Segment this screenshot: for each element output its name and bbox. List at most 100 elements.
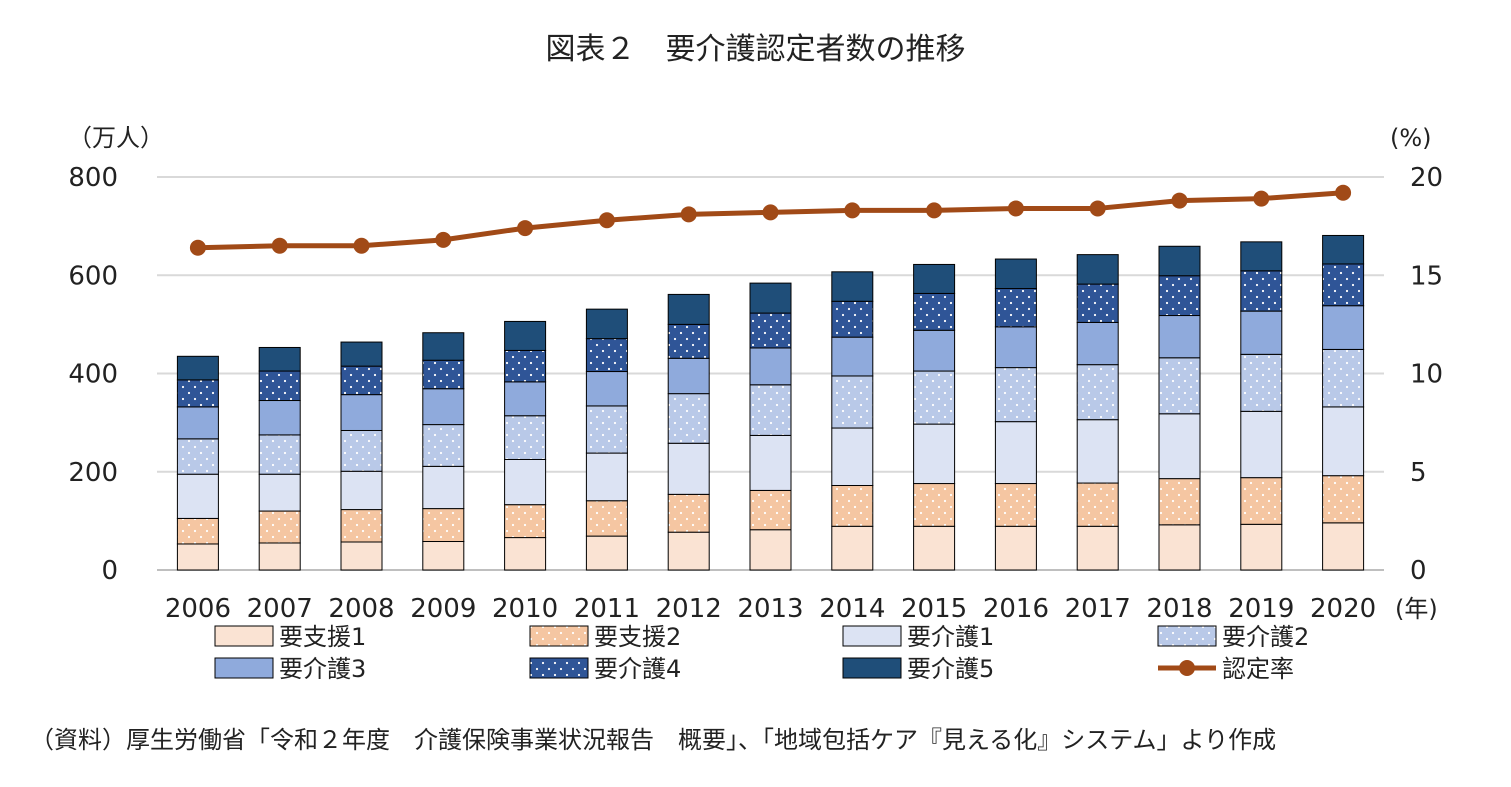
bar-segment bbox=[667, 442, 710, 495]
bar-segment bbox=[504, 349, 547, 383]
bar-segment bbox=[913, 483, 956, 527]
legend-item: 要介護1 bbox=[842, 623, 994, 651]
bar-segment bbox=[749, 489, 792, 531]
legend-item: 要介護2 bbox=[1157, 623, 1309, 651]
bar-segment bbox=[176, 355, 219, 381]
bar-segment bbox=[176, 406, 219, 440]
y-tick-label: 200 bbox=[68, 458, 118, 488]
bar-segment bbox=[667, 293, 710, 325]
bar-segment bbox=[258, 346, 301, 372]
legend-swatch bbox=[842, 625, 902, 647]
bar-segment bbox=[913, 263, 956, 294]
legend-swatch bbox=[529, 625, 589, 647]
bar-segment bbox=[1240, 523, 1283, 571]
bar-segment bbox=[585, 308, 628, 340]
bar-segment bbox=[994, 483, 1037, 527]
bars bbox=[176, 234, 1365, 571]
legend-label: 要支援1 bbox=[279, 623, 366, 651]
legend-label: 要介護4 bbox=[594, 655, 681, 683]
rate-point bbox=[1089, 200, 1106, 217]
bar-segment bbox=[1076, 419, 1119, 484]
bar-segment bbox=[667, 393, 710, 444]
bar-segment bbox=[422, 541, 465, 571]
bar-segment bbox=[1076, 364, 1119, 421]
bar-segment bbox=[994, 367, 1037, 423]
bar-segment bbox=[1322, 234, 1365, 265]
bar-segment bbox=[1240, 410, 1283, 479]
bar-segment bbox=[749, 282, 792, 314]
bar-segment bbox=[585, 371, 628, 407]
x-tick-label: 2009 bbox=[410, 594, 476, 624]
x-tick-label: 2016 bbox=[983, 594, 1049, 624]
bar-segment bbox=[422, 508, 465, 543]
bar-segment bbox=[831, 525, 874, 571]
x-tick-label: 2012 bbox=[656, 594, 722, 624]
rate-point bbox=[1335, 184, 1352, 201]
rate-point bbox=[435, 231, 452, 248]
bar-segment bbox=[1076, 283, 1119, 323]
rate-point bbox=[189, 239, 206, 256]
chart-title: 図表２ 要介護認定者数の推移 bbox=[545, 32, 966, 67]
bar-segment bbox=[176, 438, 219, 475]
rate-point bbox=[1171, 192, 1188, 209]
x-tick-label: 2018 bbox=[1146, 594, 1212, 624]
legend-item: 要介護4 bbox=[529, 655, 681, 683]
legend-label: 要介護5 bbox=[907, 655, 994, 683]
rate-point bbox=[1007, 200, 1024, 217]
bar-segment bbox=[1240, 241, 1283, 272]
bar-segment bbox=[258, 400, 301, 436]
rate-point bbox=[353, 237, 370, 254]
x-tick-label: 2010 bbox=[492, 594, 558, 624]
legend-item: 要支援2 bbox=[529, 623, 681, 651]
bar-segment bbox=[504, 415, 547, 460]
bar-segment bbox=[176, 473, 219, 519]
legend-swatch bbox=[214, 625, 274, 647]
bar-segment bbox=[504, 504, 547, 539]
rate-point bbox=[762, 204, 779, 221]
bar-segment bbox=[831, 271, 874, 302]
source-note: （資料）厚生労働省「令和２年度 介護保険事業状況報告 概要」、「地域包括ケア『見… bbox=[30, 726, 1277, 754]
legend-swatch-marker bbox=[1179, 660, 1195, 676]
bar-segment bbox=[585, 405, 628, 454]
bar-segment bbox=[1240, 310, 1283, 355]
rate-point bbox=[926, 202, 943, 219]
bar-segment bbox=[1158, 478, 1201, 526]
bar-segment bbox=[1322, 263, 1365, 307]
bar-segment bbox=[176, 543, 219, 571]
x-tick-label: 2011 bbox=[574, 594, 640, 624]
bar-segment bbox=[1240, 353, 1283, 412]
bar-segment bbox=[1158, 413, 1201, 480]
y2-tick-label: 5 bbox=[1410, 458, 1427, 488]
x-tick-label: 2006 bbox=[165, 594, 231, 624]
bar-segment bbox=[831, 336, 874, 377]
x-tick-label: 2015 bbox=[901, 594, 967, 624]
bar-segment bbox=[340, 341, 383, 367]
bar-segment bbox=[504, 537, 547, 571]
bar-segment bbox=[831, 427, 874, 487]
bar-segment bbox=[667, 357, 710, 395]
y-tick-label: 0 bbox=[101, 556, 118, 586]
bar-segment bbox=[176, 379, 219, 408]
bar-segment bbox=[585, 452, 628, 502]
bar-segment bbox=[258, 473, 301, 512]
legend-label: 要介護2 bbox=[1222, 623, 1309, 651]
bar-segment bbox=[994, 288, 1037, 328]
bar-segment bbox=[1158, 275, 1201, 317]
legend-swatch bbox=[529, 657, 589, 679]
bar-segment bbox=[340, 541, 383, 571]
bar-segment bbox=[1076, 482, 1119, 527]
bar-segment bbox=[913, 292, 956, 331]
bar-segment bbox=[258, 434, 301, 475]
rate-point bbox=[598, 212, 615, 229]
bar-segment bbox=[831, 375, 874, 429]
bar-segment bbox=[1158, 315, 1201, 359]
y-tick-label: 600 bbox=[68, 261, 118, 291]
x-tick-label: 2019 bbox=[1228, 594, 1294, 624]
y2-tick-label: 20 bbox=[1410, 163, 1443, 193]
bar-segment bbox=[422, 332, 465, 361]
rate-point bbox=[844, 202, 861, 219]
rate-line bbox=[189, 184, 1352, 256]
bar-segment bbox=[913, 423, 956, 485]
